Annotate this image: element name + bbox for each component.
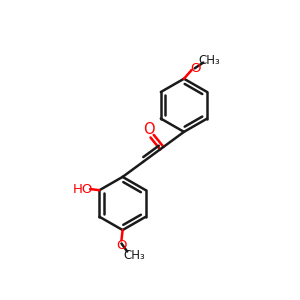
- Text: CH₃: CH₃: [123, 249, 145, 262]
- Text: O: O: [190, 62, 201, 75]
- Text: CH₃: CH₃: [198, 54, 220, 67]
- Text: HO: HO: [72, 182, 93, 196]
- Text: O: O: [143, 122, 154, 137]
- Text: O: O: [116, 239, 127, 252]
